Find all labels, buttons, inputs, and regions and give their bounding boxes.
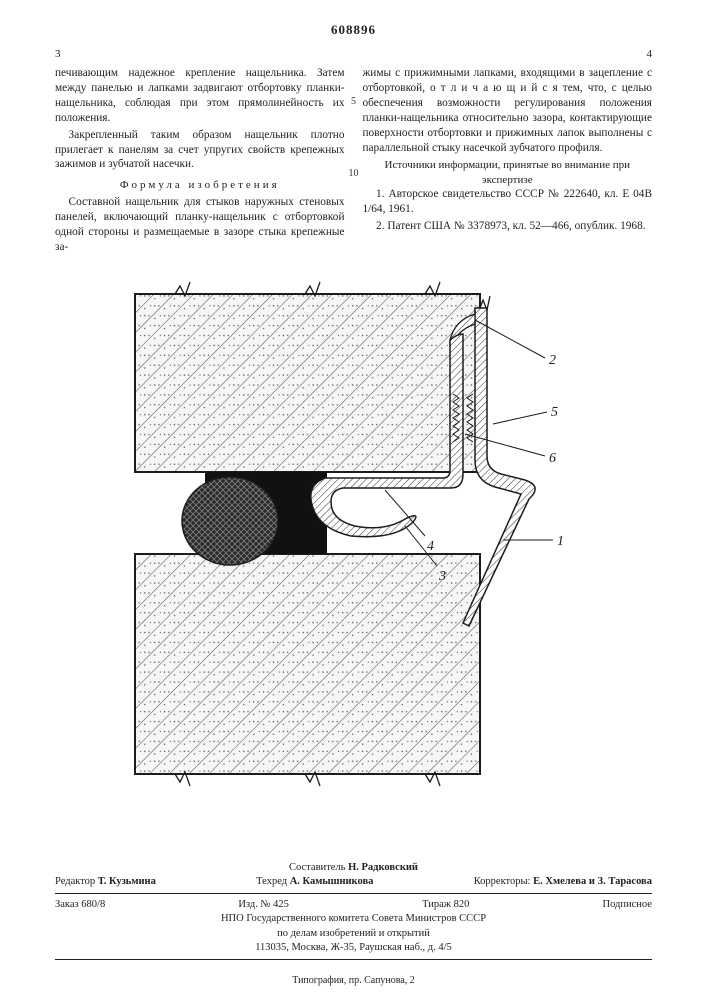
- editor-name: Т. Кузьмина: [98, 876, 156, 887]
- gasket-tube: [182, 477, 278, 565]
- para: Составной нащельник для стыков наруж­ных…: [55, 195, 345, 255]
- typography-line: Типография, пр. Сапунова, 2: [0, 975, 707, 986]
- para: 1. Авторское свидетельство СССР № 222640…: [363, 187, 653, 217]
- upper-panel: [135, 294, 480, 472]
- para: Закрепленный таким образом нащельник пло…: [55, 128, 345, 173]
- podpisnoe: Подписное: [603, 898, 652, 912]
- para: жимы с прижимными лапками, входящими в з…: [363, 66, 653, 155]
- imprint-footer: Составитель Н. Радковский Редактор Т. Ку…: [55, 861, 652, 964]
- col-num-right: 4: [647, 48, 653, 60]
- figure-label-3: 3: [438, 569, 446, 584]
- org-line-1: НПО Государственного комитета Совета Мин…: [55, 912, 652, 926]
- figure-label-5: 5: [551, 405, 558, 420]
- tech-editor-label: Техред: [256, 876, 287, 887]
- composer-label: Составитель: [289, 862, 345, 873]
- figure-label-6: 6: [549, 451, 556, 466]
- para: 2. Патент США № 3378973, кл. 52—466, опу…: [363, 219, 653, 234]
- col-num-left: 3: [55, 48, 61, 60]
- composer-name: Н. Радковский: [348, 862, 418, 873]
- figure-label-2: 2: [549, 353, 556, 368]
- tech-editor-name: А. Камышникова: [290, 876, 374, 887]
- figure-label-1: 1: [557, 534, 564, 549]
- order-num: Заказ 680/8: [55, 898, 105, 912]
- figure: 2 5 6 1 4 3: [55, 274, 652, 809]
- org-line-2: по делам изобретений и открытий: [55, 927, 652, 941]
- tirazh: Тираж 820: [422, 898, 469, 912]
- body-columns: печивающим надежное крепление нащельни­к…: [55, 66, 652, 256]
- izd-num: Изд. № 425: [238, 898, 289, 912]
- line-marker-10: 10: [349, 168, 359, 179]
- line-marker-5: 5: [351, 96, 356, 107]
- left-column: печивающим надежное крепление нащельни­к…: [55, 66, 345, 256]
- doc-number: 608896: [55, 22, 652, 38]
- editor-label: Редактор: [55, 876, 95, 887]
- correctors-names: Е. Хмелева и З. Тарасова: [533, 876, 652, 887]
- correctors-label: Корректоры:: [474, 876, 531, 887]
- formula-heading: Формула изобретения: [55, 178, 345, 193]
- para: печивающим надежное крепление нащельни­к…: [55, 66, 345, 126]
- figure-label-4: 4: [427, 539, 434, 554]
- lower-panel: [135, 554, 480, 774]
- org-address: 113035, Москва, Ж-35, Раушская наб., д. …: [55, 941, 652, 955]
- sources-heading: Источники информации, принятые во вниман…: [363, 158, 653, 187]
- right-column: жимы с прижимными лапками, входящими в з…: [363, 66, 653, 256]
